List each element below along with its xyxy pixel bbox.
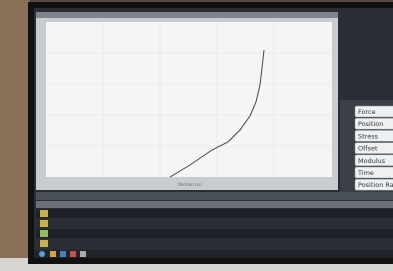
side-button[interactable]: Force <box>355 106 393 117</box>
side-button[interactable]: Position <box>355 118 393 129</box>
button-label[interactable]: Position <box>358 120 383 128</box>
button-label[interactable]: Offset <box>358 145 378 153</box>
side-button[interactable]: Time <box>355 167 393 178</box>
side-button[interactable]: Position Rate <box>355 179 393 190</box>
x-axis-label: Position (in) <box>178 182 202 187</box>
wall-left <box>0 0 30 271</box>
photo: Position (in) Force Position Stress Offset M… <box>0 0 393 271</box>
side-button[interactable]: Modulus <box>355 155 393 166</box>
button-label[interactable]: Modulus <box>358 157 386 165</box>
button-label[interactable]: Stress <box>358 132 379 140</box>
plot-area <box>46 22 332 177</box>
table-header <box>36 201 393 208</box>
window-titlebar <box>36 12 338 18</box>
button-label[interactable]: Force <box>358 108 376 116</box>
button-label[interactable]: Time <box>357 169 374 177</box>
side-button[interactable]: Offset <box>355 143 393 154</box>
button-list: Force Position Stress Offset Modulus Time Posi… <box>355 106 393 190</box>
scene: Position (in) Force Position Stress Offset M… <box>0 0 393 271</box>
side-button[interactable]: Stress <box>355 130 393 141</box>
button-label[interactable]: Position Rate <box>358 181 393 189</box>
taskbar <box>34 250 393 258</box>
table-toolbar <box>36 192 393 200</box>
